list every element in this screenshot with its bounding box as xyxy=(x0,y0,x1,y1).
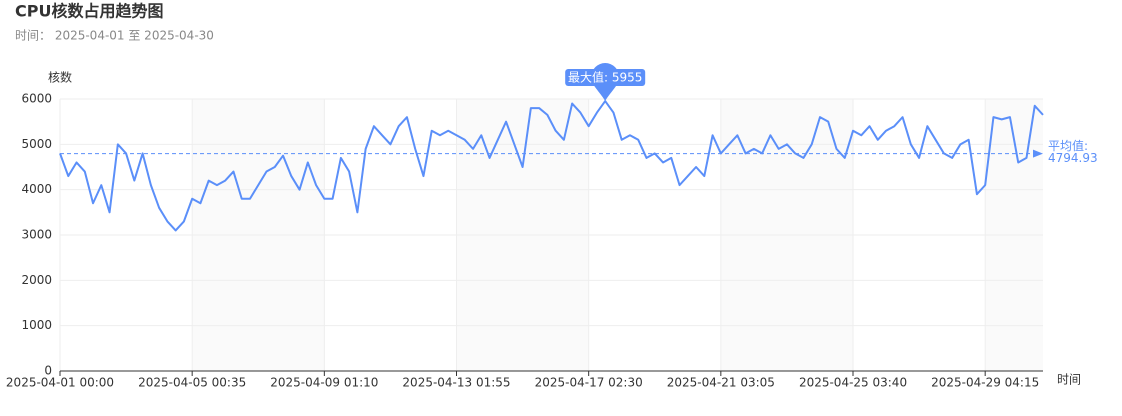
x-tick-label: 2025-04-25 03:40 xyxy=(799,376,907,390)
y-tick-label: 5000 xyxy=(21,137,52,151)
y-tick-label: 4000 xyxy=(21,182,52,196)
chart-subtitle: 时间： 2025-04-01 至 2025-04-30 xyxy=(15,29,214,43)
average-label: 平均值: xyxy=(1048,138,1088,153)
x-tick-label: 2025-04-13 01:55 xyxy=(402,376,510,390)
average-value: 4794.93 xyxy=(1048,151,1098,165)
x-tick-label: 2025-04-09 01:10 xyxy=(270,376,378,390)
x-tick-label: 2025-04-01 00:00 xyxy=(6,376,114,390)
y-tick-label: 0 xyxy=(44,364,52,378)
chart-title: CPU核数占用趋势图 xyxy=(15,2,163,21)
x-axis-label: 时间 xyxy=(1057,373,1081,387)
x-tick-label: 2025-04-21 03:05 xyxy=(667,376,775,390)
y-tick-label: 3000 xyxy=(21,228,52,242)
y-tick-label: 1000 xyxy=(21,318,52,332)
line-series xyxy=(59,100,1044,232)
x-tick-label: 2025-04-17 02:30 xyxy=(535,376,643,390)
average-arrow xyxy=(1033,149,1043,158)
x-tick-label: 2025-04-29 04:15 xyxy=(931,376,1039,390)
x-tick-label: 2025-04-05 00:35 xyxy=(138,376,246,390)
max-label: 最大值: 5955 xyxy=(568,70,642,85)
y-tick-label: 2000 xyxy=(21,273,52,287)
max-label-bg xyxy=(565,69,646,87)
y-tick-label: 6000 xyxy=(21,92,52,106)
y-axis-label: 核数 xyxy=(48,70,72,85)
